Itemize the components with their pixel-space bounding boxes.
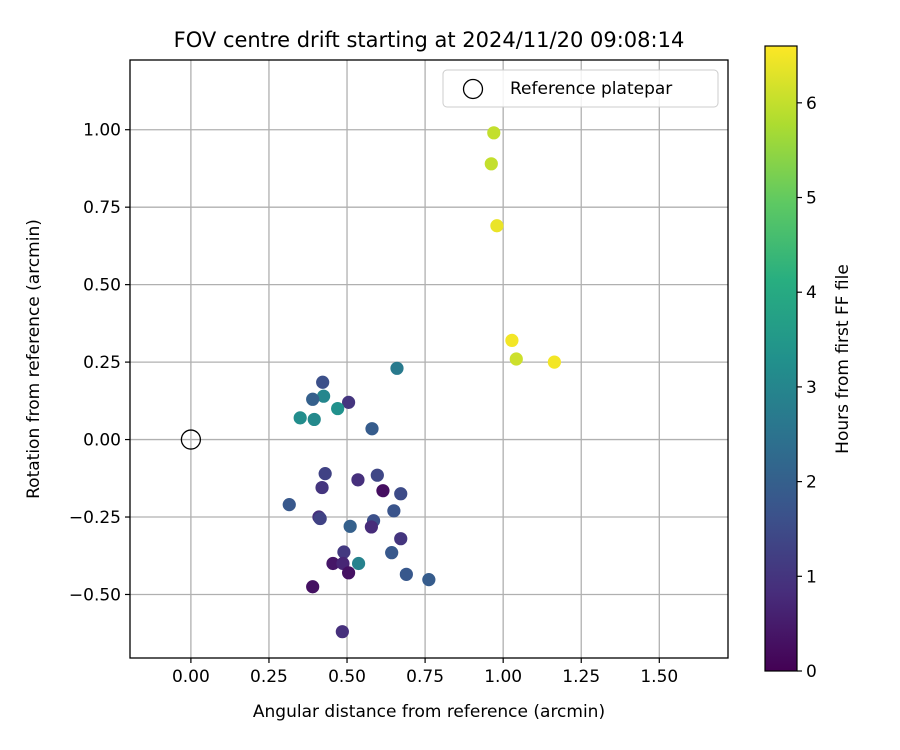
grid-lines (130, 60, 728, 658)
plot-frame (129, 59, 729, 659)
colorbar-tick-label: 6 (806, 94, 817, 114)
scatter-point (313, 511, 327, 526)
colorbar-gradient (764, 45, 798, 672)
scatter-point (387, 504, 401, 518)
scatter-point (394, 487, 408, 501)
chart-title: FOV centre drift starting at 2024/11/20 … (174, 28, 685, 52)
scatter-point (307, 412, 321, 427)
scatter-points (282, 126, 561, 639)
scatter-point (341, 395, 356, 409)
scatter-point (385, 546, 399, 560)
scatter-point (317, 389, 331, 403)
scatter-point (331, 401, 345, 416)
y-axis-label: Rotation from reference (arcmin) (24, 219, 44, 499)
scatter-point (487, 126, 501, 140)
x-tick-label: 0.00 (172, 667, 210, 687)
x-tick-label: 1.50 (640, 667, 678, 687)
y-tick-label: −0.25 (69, 508, 121, 528)
scatter-point (351, 556, 366, 571)
scatter-point (293, 411, 307, 425)
scatter-point (422, 573, 436, 587)
x-tick-label: 1.25 (562, 667, 600, 687)
x-axis-ticks: 0.00 0.25 0.50 0.75 1.00 1.25 1.50 (172, 658, 678, 687)
scatter-point (390, 361, 404, 375)
scatter-point (394, 532, 408, 546)
scatter-point (376, 484, 390, 498)
scatter-point (365, 422, 379, 436)
colorbar-tick-label: 2 (806, 473, 817, 493)
scatter-point (318, 467, 332, 481)
scatter-point (282, 498, 296, 512)
x-tick-label: 0.25 (250, 667, 288, 687)
scatter-point (509, 352, 523, 366)
legend-marker-icon (462, 78, 484, 100)
legend-box (442, 69, 719, 108)
y-tick-label: 1.00 (83, 121, 121, 141)
scatter-point (370, 468, 384, 482)
colorbar-ticks: 0 1 2 3 4 5 6 (797, 94, 817, 682)
scatter-point (341, 566, 356, 580)
legend: Reference platepar (442, 69, 719, 108)
y-tick-label: 0.25 (83, 353, 121, 373)
colorbar-tick-label: 3 (806, 378, 817, 398)
x-tick-label: 0.75 (406, 667, 444, 687)
y-tick-label: 0.50 (83, 276, 121, 296)
scatter-point (326, 556, 340, 571)
y-tick-label: −0.50 (69, 585, 121, 605)
scatter-point (343, 519, 357, 533)
colorbar-tick-label: 1 (806, 567, 817, 587)
colorbar-tick-label: 0 (806, 662, 817, 682)
scatter-point (490, 219, 504, 233)
scatter-point (315, 480, 329, 495)
colorbar: 0 1 2 3 4 5 6 Hours from first FF file (764, 45, 853, 682)
reference-platepar-marker (180, 429, 202, 450)
scatter-point (505, 333, 519, 348)
y-axis-ticks: −0.50 −0.25 0.00 0.25 0.50 0.75 1.00 (69, 121, 130, 605)
scatter-point (306, 580, 320, 594)
scatter-point (316, 375, 330, 389)
scatter-point (335, 625, 349, 639)
colorbar-tick-label: 4 (806, 283, 817, 303)
y-tick-label: 0.75 (83, 198, 121, 218)
legend-label: Reference platepar (510, 79, 672, 99)
x-tick-label: 0.50 (328, 667, 366, 687)
scatter-point (547, 355, 561, 369)
scatter-point (364, 520, 378, 534)
scatter-point (337, 545, 351, 559)
scatter-point (351, 473, 365, 487)
reference-marker-group (180, 429, 202, 450)
x-axis-label: Angular distance from reference (arcmin) (253, 702, 605, 722)
scatter-point (484, 157, 498, 171)
scatter-point (306, 392, 320, 406)
scatter-point (399, 567, 413, 581)
y-tick-label: 0.00 (83, 431, 121, 451)
colorbar-tick-label: 5 (806, 189, 817, 209)
colorbar-label: Hours from first FF file (833, 264, 853, 454)
x-tick-label: 1.00 (484, 667, 522, 687)
